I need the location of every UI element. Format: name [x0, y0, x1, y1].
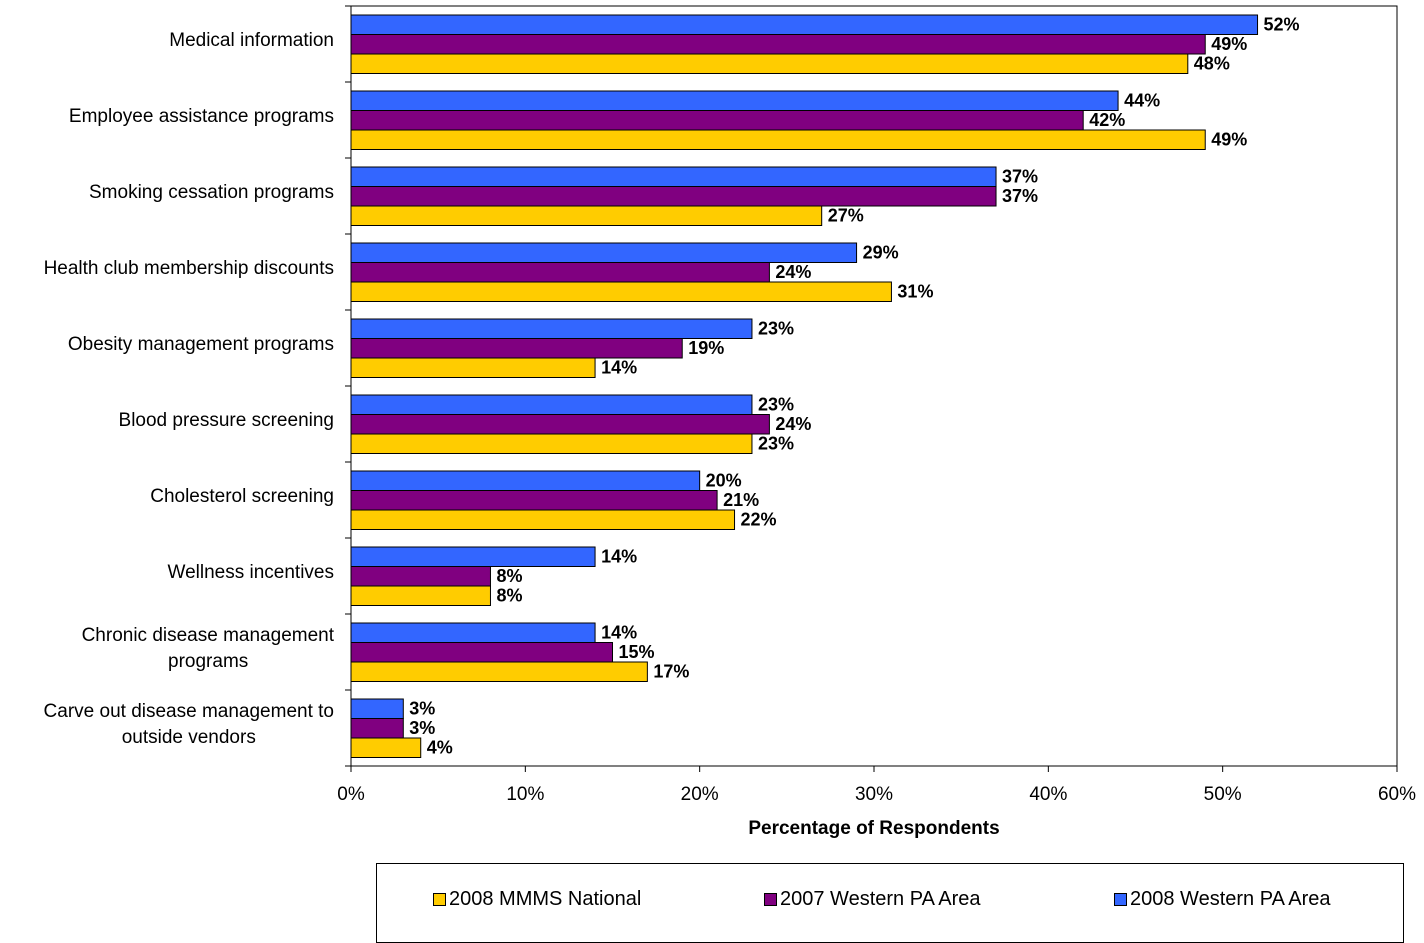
bar	[350, 433, 753, 454]
data-label: 4%	[427, 738, 453, 758]
category-label: Employee assistance programs	[69, 106, 334, 127]
bar	[350, 338, 683, 359]
category-label: Medical information	[169, 30, 334, 51]
bar	[350, 186, 997, 207]
bar	[350, 262, 770, 283]
x-tick-label: 40%	[1029, 784, 1067, 805]
legend-item-2008-western-pa: 2008 Western PA Area	[1114, 888, 1331, 911]
x-tick-label: 50%	[1204, 784, 1242, 805]
x-tick-label: 20%	[681, 784, 719, 805]
data-label: 19%	[688, 338, 724, 358]
data-label: 24%	[775, 262, 811, 282]
data-label: 8%	[496, 586, 522, 606]
bar	[350, 661, 648, 682]
bar	[350, 110, 1084, 131]
data-label: 14%	[601, 623, 637, 643]
legend-item-mmms-national: 2008 MMMS National	[433, 888, 641, 911]
data-label: 23%	[758, 319, 794, 339]
data-label: 44%	[1124, 91, 1160, 111]
category-label: Obesity management programs	[68, 334, 334, 355]
category-label: programs	[168, 651, 248, 672]
data-label: 22%	[741, 510, 777, 530]
data-label: 29%	[863, 243, 899, 263]
category-label: Blood pressure screening	[119, 410, 334, 431]
legend-swatch-2008-western-pa	[1114, 893, 1127, 906]
bar	[350, 585, 491, 606]
legend-label-mmms-national: 2008 MMMS National	[449, 888, 642, 910]
data-label: 24%	[775, 414, 811, 434]
data-label: 3%	[409, 699, 435, 719]
x-tick-label: 60%	[1378, 784, 1416, 805]
data-label: 14%	[601, 547, 637, 567]
category-label: outside vendors	[122, 727, 256, 748]
data-label: 31%	[897, 282, 933, 302]
bar	[350, 414, 770, 435]
data-label: 37%	[1002, 167, 1038, 187]
data-label: 27%	[828, 206, 864, 226]
data-label: 49%	[1211, 34, 1247, 54]
bar	[350, 53, 1189, 74]
bar	[350, 281, 892, 302]
data-label: 15%	[619, 642, 655, 662]
data-label: 23%	[758, 395, 794, 415]
bar	[350, 490, 718, 511]
bar	[350, 394, 753, 415]
bar	[350, 470, 701, 491]
bar	[350, 737, 422, 758]
legend-item-2007-western-pa: 2007 Western PA Area	[764, 888, 981, 911]
data-label: 23%	[758, 434, 794, 454]
data-label: 37%	[1002, 186, 1038, 206]
legend-label-2008-western-pa: 2008 Western PA Area	[1130, 888, 1331, 910]
legend-swatch-mmms-national	[433, 893, 446, 906]
legend: 2008 MMMS National 2007 Western PA Area …	[376, 863, 1404, 943]
data-label: 52%	[1264, 15, 1300, 35]
bar	[350, 698, 404, 719]
bar	[350, 90, 1119, 111]
bar-chart-svg: 52%49%48%Medical information44%42%49%Emp…	[44, 5, 1416, 839]
data-label: 49%	[1211, 130, 1247, 150]
bar	[350, 205, 823, 226]
category-label: Wellness incentives	[167, 562, 334, 583]
bar	[350, 642, 613, 663]
data-label: 48%	[1194, 54, 1230, 74]
legend-swatch-2007-western-pa	[764, 893, 777, 906]
data-label: 17%	[653, 662, 689, 682]
data-label: 20%	[706, 471, 742, 491]
data-label: 14%	[601, 358, 637, 378]
bar	[350, 129, 1206, 150]
bar	[350, 166, 997, 187]
category-label: Carve out disease management to	[44, 701, 334, 722]
bar	[350, 14, 1259, 35]
legend-label-2007-western-pa: 2007 Western PA Area	[780, 888, 981, 910]
x-axis-title: Percentage of Respondents	[748, 818, 999, 839]
bar	[350, 318, 753, 339]
category-label: Health club membership discounts	[44, 258, 334, 279]
bar	[350, 34, 1206, 55]
category-label: Chronic disease management	[82, 625, 335, 646]
data-label: 21%	[723, 490, 759, 510]
data-label: 3%	[409, 718, 435, 738]
data-label: 42%	[1089, 110, 1125, 130]
bar	[350, 718, 404, 739]
bar	[350, 546, 596, 567]
category-label: Smoking cessation programs	[89, 182, 334, 203]
bar	[350, 509, 736, 530]
x-tick-label: 0%	[337, 784, 365, 805]
x-tick-label: 10%	[506, 784, 544, 805]
bar	[350, 566, 491, 587]
bar	[350, 622, 596, 643]
bar	[350, 242, 858, 263]
x-tick-label: 30%	[855, 784, 893, 805]
bar	[350, 357, 596, 378]
data-label: 8%	[496, 566, 522, 586]
category-label: Cholesterol screening	[150, 486, 334, 507]
